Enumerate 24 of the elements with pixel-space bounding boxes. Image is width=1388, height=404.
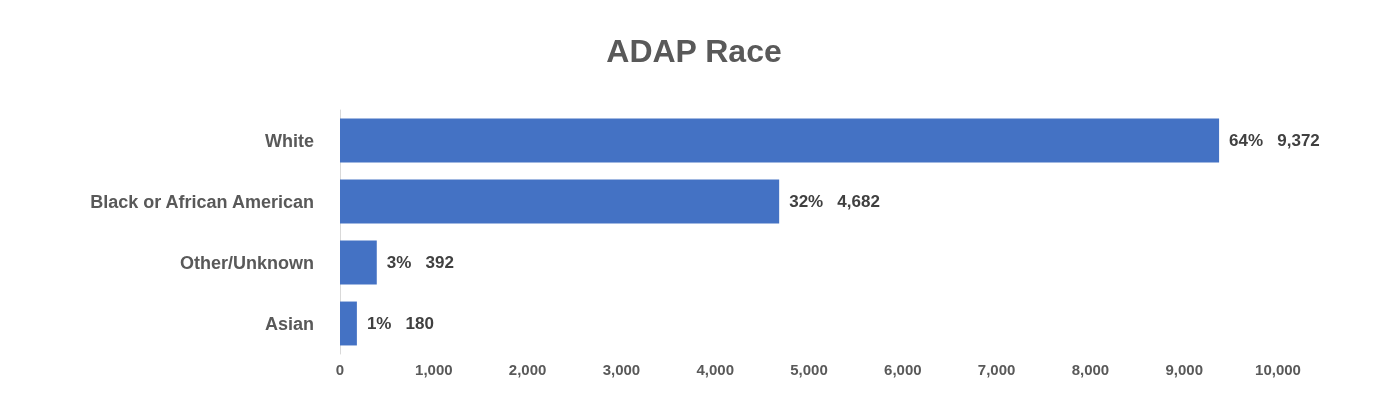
data-label: 3% 392 [386, 253, 454, 272]
x-tick-label: 2,000 [508, 361, 547, 378]
bar [340, 301, 357, 346]
bar [340, 118, 1220, 163]
x-tick-label: 7,000 [977, 361, 1016, 378]
chart-title: ADAP Race [606, 33, 782, 69]
x-tick-label: 4,000 [696, 361, 734, 378]
bar [340, 240, 377, 285]
y-tick-label: Other/Unknown [180, 252, 314, 273]
y-tick-label: Asian [264, 313, 314, 334]
y-tick-label: Black or African American [90, 191, 314, 212]
x-tick-label: 3,000 [602, 361, 641, 378]
x-tick-label: 5,000 [790, 361, 828, 378]
x-tick-label: 0 [335, 361, 345, 378]
data-label: 1% 180 [366, 314, 434, 333]
bar [340, 179, 780, 224]
data-label: 32% 4,682 [789, 192, 880, 211]
x-tick-label: 6,000 [884, 361, 922, 378]
x-tick-label: 1,000 [415, 361, 453, 378]
x-tick-label: 8,000 [1071, 361, 1110, 378]
data-label: 64% 9,372 [1229, 131, 1320, 150]
y-tick-label: White [265, 130, 314, 151]
x-tick-label: 9,000 [1165, 361, 1203, 378]
x-tick-label: 10,000 [1255, 361, 1301, 378]
